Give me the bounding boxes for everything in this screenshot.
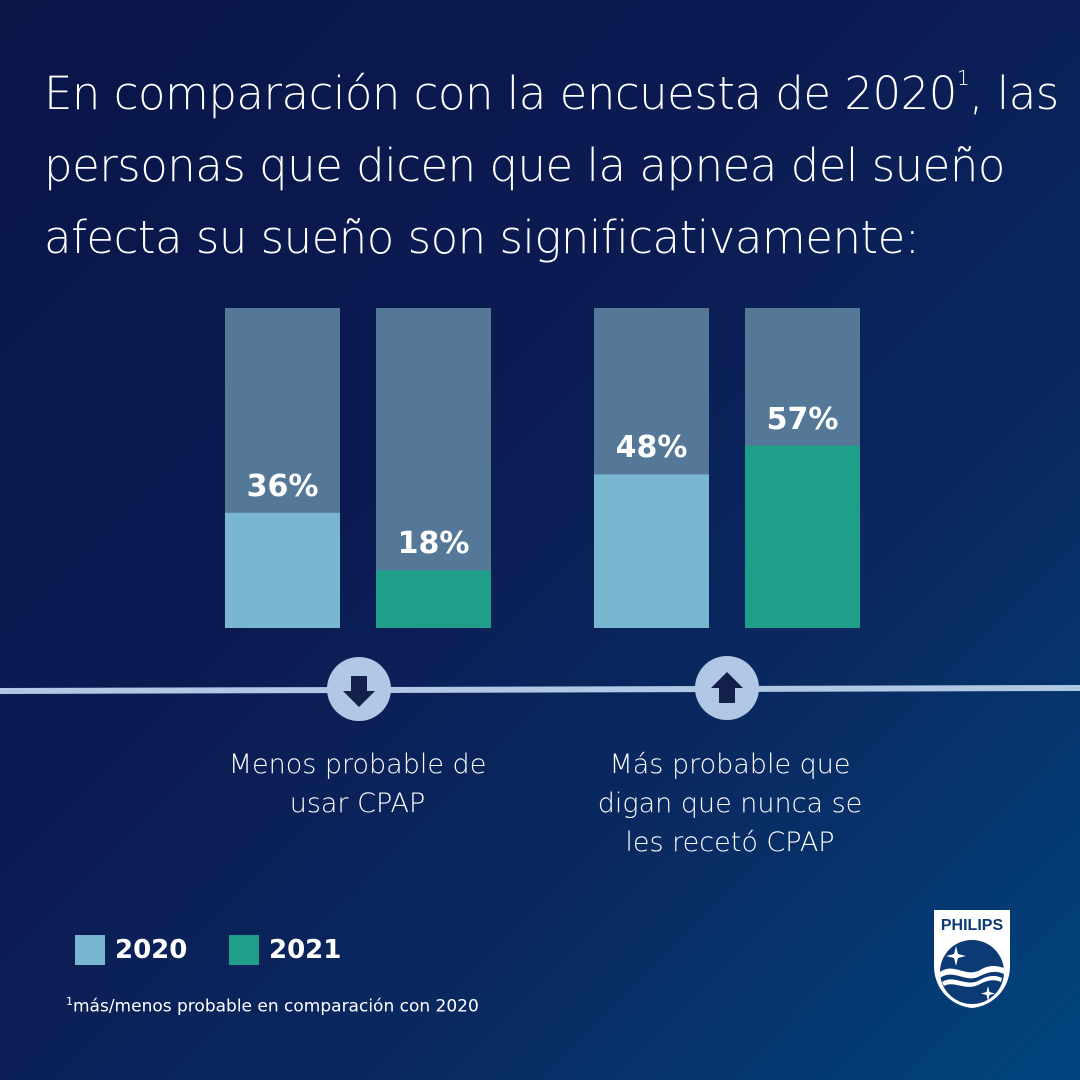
headline-superscript: 1: [956, 66, 970, 90]
data-label-2020-1: 36%: [246, 468, 319, 504]
axis-line: [0, 685, 1080, 694]
data-label-2021-2: 57%: [766, 401, 839, 437]
legend-swatch-2021: [229, 935, 259, 965]
bar-2020-1: [225, 512, 340, 628]
caption-less-likely: Menos probable de usar CPAP: [228, 749, 487, 819]
headline: En comparación con la encuesta de 20201,…: [44, 58, 1064, 274]
legend-item-2021: 2021: [229, 935, 341, 965]
data-label-2020-2: 48%: [615, 430, 688, 466]
arrow-down-icon: [343, 676, 375, 707]
footnote-marker: 1: [66, 995, 73, 1008]
legend-label-2020: 2020: [115, 935, 188, 965]
data-label-2021-1: 18%: [397, 526, 470, 562]
legend-item-2020: 2020: [75, 935, 187, 965]
headline-text-end: , las personas que dicen que la apnea de…: [44, 67, 1059, 264]
footnote: 1más/menos probable en comparación con 2…: [66, 995, 479, 1017]
footnote-text: más/menos probable en comparación con 20…: [73, 996, 479, 1017]
headline-text: En comparación con la encuesta de 2020: [44, 67, 957, 120]
caption-more-likely: Más probable que digan que nunca se les …: [597, 749, 863, 858]
bar-2020-2: [594, 474, 709, 628]
bar-2021-2: [745, 445, 860, 628]
philips-logo: PHILIPS: [934, 910, 1010, 1008]
arrow-up-icon: [711, 672, 743, 703]
legend-label-2021: 2021: [269, 935, 342, 965]
legend-swatch-2020: [75, 935, 105, 965]
svg-text:PHILIPS: PHILIPS: [941, 917, 1004, 934]
bar-2021-1: [376, 570, 491, 628]
